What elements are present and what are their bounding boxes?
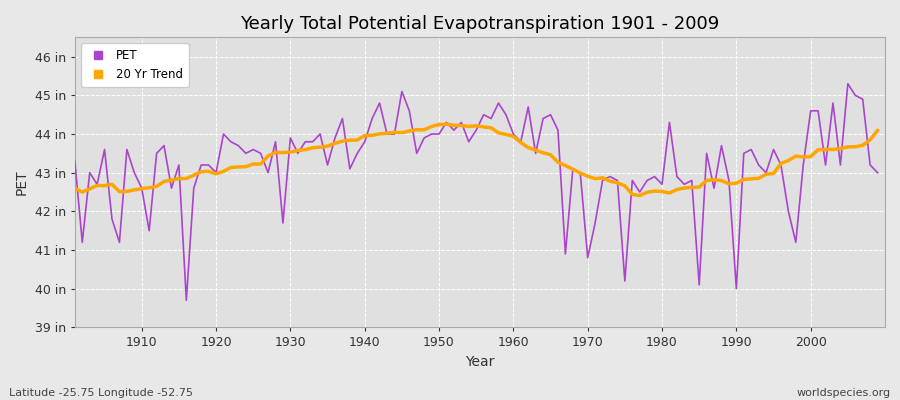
- Title: Yearly Total Potential Evapotranspiration 1901 - 2009: Yearly Total Potential Evapotranspiratio…: [240, 15, 719, 33]
- Legend: PET, 20 Yr Trend: PET, 20 Yr Trend: [81, 43, 189, 87]
- Text: worldspecies.org: worldspecies.org: [796, 388, 891, 398]
- Text: Latitude -25.75 Longitude -52.75: Latitude -25.75 Longitude -52.75: [9, 388, 193, 398]
- X-axis label: Year: Year: [465, 355, 495, 369]
- Y-axis label: PET: PET: [15, 170, 29, 195]
